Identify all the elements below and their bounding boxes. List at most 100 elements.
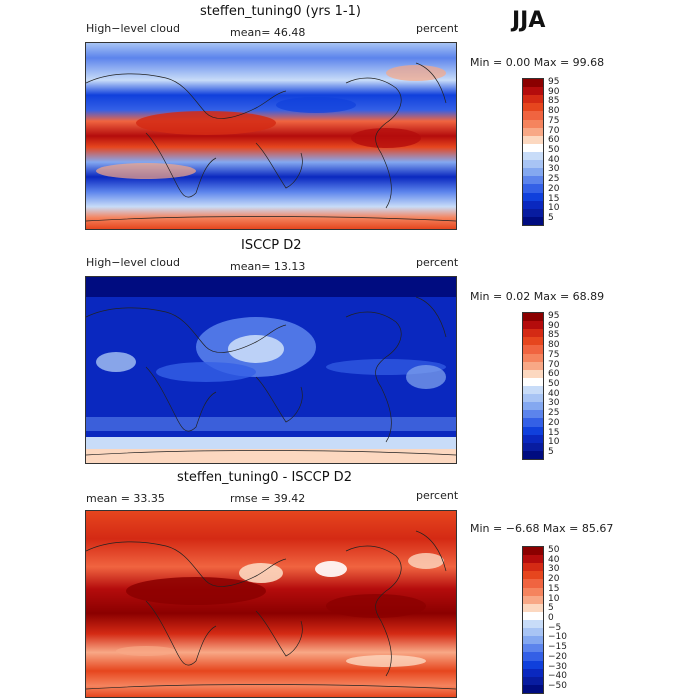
panel3-colorbar-tick-label: −30 (548, 661, 567, 672)
panel1-colorbar-tick-label: 15 (548, 193, 560, 204)
panel3-colorbar-tick-label: −20 (548, 651, 567, 662)
panel2-colorbar-swatch (523, 337, 543, 346)
panel3-map-svg (86, 511, 456, 697)
panel2-colorbar-swatch (523, 385, 543, 395)
panel1-colorbar-tick-label: 70 (548, 125, 560, 136)
panel2-colorbar-swatch (523, 377, 543, 386)
panel1-colorbar-tick-label: 40 (548, 154, 560, 165)
panel3-colorbar-tick-label: 50 (548, 545, 560, 555)
panel3-map (85, 510, 457, 698)
panel2-colorbar-swatch (523, 394, 543, 403)
panel2-units: percent (416, 256, 459, 269)
panel1-colorbar-swatch (523, 111, 543, 120)
panel2-map-svg (86, 277, 456, 463)
panel3-colorbar-swatch (523, 547, 543, 556)
panel3-colorbar-tick-label: 20 (548, 574, 560, 585)
panel2-colorbar-swatch (523, 353, 543, 362)
panel3-colorbar-swatch (523, 587, 543, 596)
panel1-mean: mean= 46.48 (230, 26, 306, 39)
panel3-colorbar-swatch (523, 668, 543, 677)
panel2-colorbar-swatch (523, 361, 543, 370)
panel2-colorbar-swatch (523, 418, 543, 427)
panel2-colorbar-tick-label: 15 (548, 427, 560, 438)
panel3-colorbar-swatch (523, 628, 543, 637)
panel1-colorbar-tick-label: 30 (548, 164, 560, 175)
season-label: JJA (512, 8, 546, 33)
panel3-minmax: Min = −6.68 Max = 85.67 (470, 522, 614, 535)
panel3-colorbar-swatch (523, 684, 543, 693)
panel1-colorbar-tick-label: 10 (548, 203, 560, 214)
panel1-colorbar-swatch (523, 79, 543, 88)
panel3-colorbar-swatch (523, 652, 543, 661)
panel1-colorbar-tick-label: 80 (548, 106, 560, 117)
panel3-colorbar-swatch (523, 579, 543, 588)
panel2-map (85, 276, 457, 464)
panel3-colorbar-labels: 50 40 30 20 15 10 5 0 −5 −10 −15 −20 −30 −40 −50 (548, 545, 588, 692)
panel2-colorbar-swatch (523, 369, 543, 378)
panel1-map (85, 42, 457, 230)
panel3-colorbar-tick-label: −10 (548, 632, 567, 643)
panel3-colorbar-swatch (523, 636, 543, 645)
panel2-colorbar-tick-label: 30 (548, 398, 560, 409)
panel3-colorbar-tick-label: −5 (548, 622, 562, 633)
panel3-title: steffen_tuning0 - ISCCP D2 (177, 470, 352, 485)
panel2-colorbar-tick-label: 75 (548, 349, 560, 360)
panel3-colorbar-tick-label: −50 (548, 681, 567, 691)
panel3-colorbar-tick-label: 40 (548, 554, 560, 565)
panel3-colorbar-swatch (523, 603, 543, 612)
panel2-colorbar-tick-label: 80 (548, 340, 560, 351)
panel1-colorbar-tick-label: 75 (548, 115, 560, 126)
panel2-colorbar-swatch (523, 345, 543, 354)
panel2-colorbar-tick-label: 70 (548, 359, 560, 370)
panel1-map-svg (86, 43, 456, 229)
panel3-colorbar-swatch (523, 563, 543, 572)
panel2-colorbar-swatch (523, 434, 543, 443)
panel1-colorbar-swatch (523, 184, 543, 193)
panel1-colorbar-swatch (523, 176, 543, 185)
panel1-colorbar-swatch (523, 143, 543, 152)
panel2-colorbar-tick-label: 90 (548, 320, 560, 331)
panel2-colorbar-tick-label: 50 (548, 379, 560, 389)
panel2-colorbar-swatch (523, 321, 543, 330)
panel2-colorbar-tick-label: 20 (548, 417, 560, 428)
panel3-colorbar-swatch (523, 571, 543, 580)
panel3-colorbar-tick-label: 30 (548, 564, 560, 575)
panel1-colorbar-swatch (523, 160, 543, 169)
panel1-colorbar-swatch (523, 192, 543, 201)
panel1-colorbar-tick-label: 5 (548, 213, 554, 223)
panel2-coastlines (86, 296, 456, 456)
panel1-colorbar-swatch (523, 127, 543, 136)
panel3-coastlines (86, 530, 456, 690)
panel3-colorbar-tick-label: 0 (548, 613, 554, 623)
panel2-colorbar-swatch (523, 402, 543, 411)
panel1-colorbar-swatch (523, 95, 543, 104)
panel2-minmax: Min = 0.02 Max = 68.89 (470, 290, 605, 303)
panel1-colorbar-swatch (523, 119, 543, 128)
panel2-colorbar-tick-label: 85 (548, 330, 560, 341)
panel2-colorbar-swatch (523, 450, 543, 459)
panel3-mean: mean = 33.35 (86, 492, 165, 505)
panel1-colorbar-swatch (523, 168, 543, 177)
panel1-colorbar-swatch (523, 87, 543, 96)
panel2-colorbar-tick-label: 25 (548, 408, 560, 419)
panel2-colorbar-tick-label: 5 (548, 447, 554, 457)
panel1-colorbar-tick-label: 50 (548, 145, 560, 155)
panel2-colorbar-swatch (523, 313, 543, 322)
panel3-colorbar-swatch (523, 660, 543, 669)
panel3-colorbar-swatch (523, 555, 543, 564)
panel1-coastlines (86, 62, 456, 222)
panel2-colorbar-swatch (523, 442, 543, 451)
panel3-colorbar-swatch (523, 644, 543, 653)
panel3-rmse: rmse = 39.42 (230, 492, 306, 505)
panel1-minmax: Min = 0.00 Max = 99.68 (470, 56, 605, 69)
panel2-colorbar-tick-label: 40 (548, 388, 560, 399)
panel2-variable-label: High−level cloud (86, 256, 180, 269)
panel2-mean: mean= 13.13 (230, 260, 306, 273)
panel2-colorbar-swatch (523, 426, 543, 435)
panel2-colorbar-swatch (523, 329, 543, 338)
panel1-colorbar (522, 78, 544, 226)
panel3-colorbar-tick-label: 15 (548, 583, 560, 594)
panel1-title: steffen_tuning0 (yrs 1-1) (200, 4, 361, 19)
panel2-colorbar-tick-label: 10 (548, 437, 560, 448)
panel3-colorbar-swatch (523, 611, 543, 620)
